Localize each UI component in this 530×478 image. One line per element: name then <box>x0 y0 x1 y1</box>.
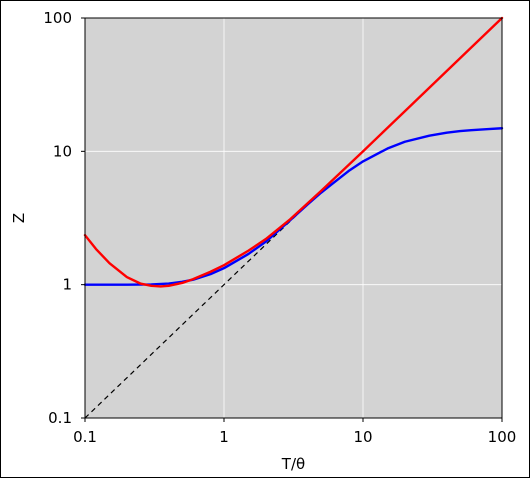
series-layer <box>83 16 504 419</box>
y-tick-label: 0.1 <box>48 409 72 427</box>
plot-border <box>84 17 503 419</box>
x-tick-label: 0.1 <box>73 428 97 446</box>
y-tick-label: 10 <box>53 142 72 160</box>
y-tick-label: 100 <box>43 9 72 27</box>
y-axis-label: Z <box>10 213 28 223</box>
y-tick-label: 1 <box>62 276 72 294</box>
x-tick-label: 10 <box>353 428 372 446</box>
x-tick-label: 1 <box>219 428 229 446</box>
series-line-red <box>83 16 504 288</box>
x-tick-label: 100 <box>488 428 517 446</box>
ticks: 0.1 1 10 100 0.1 1 10 100 <box>43 9 516 446</box>
x-axis-label: T/θ <box>281 455 305 473</box>
